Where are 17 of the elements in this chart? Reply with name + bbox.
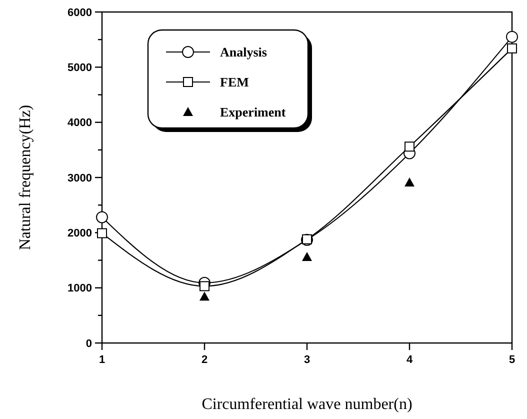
y-tick-label: 5000: [68, 62, 92, 74]
y-axis-title: Natural frequency(Hz): [17, 104, 34, 250]
y-tick-label: 4000: [68, 117, 92, 130]
y-tick-label: 6000: [68, 6, 92, 19]
legend-label: FEM: [220, 74, 249, 90]
legend-label: Analysis: [220, 44, 267, 60]
x-tick-label: 5: [508, 354, 516, 366]
legend-label: Experiment: [220, 104, 286, 120]
x-axis-title: Circumferential wave number(n): [202, 396, 412, 413]
y-tick-label: 0: [86, 338, 92, 350]
y-tick-label: 2000: [68, 228, 92, 240]
y-tick-label: 3000: [68, 172, 92, 184]
x-tick-label: 1: [98, 354, 106, 366]
x-tick-label: 2: [201, 354, 208, 366]
y-tick-label: 1000: [68, 282, 92, 295]
x-tick-label: 3: [304, 354, 310, 366]
x-tick-label: 4: [406, 354, 414, 366]
